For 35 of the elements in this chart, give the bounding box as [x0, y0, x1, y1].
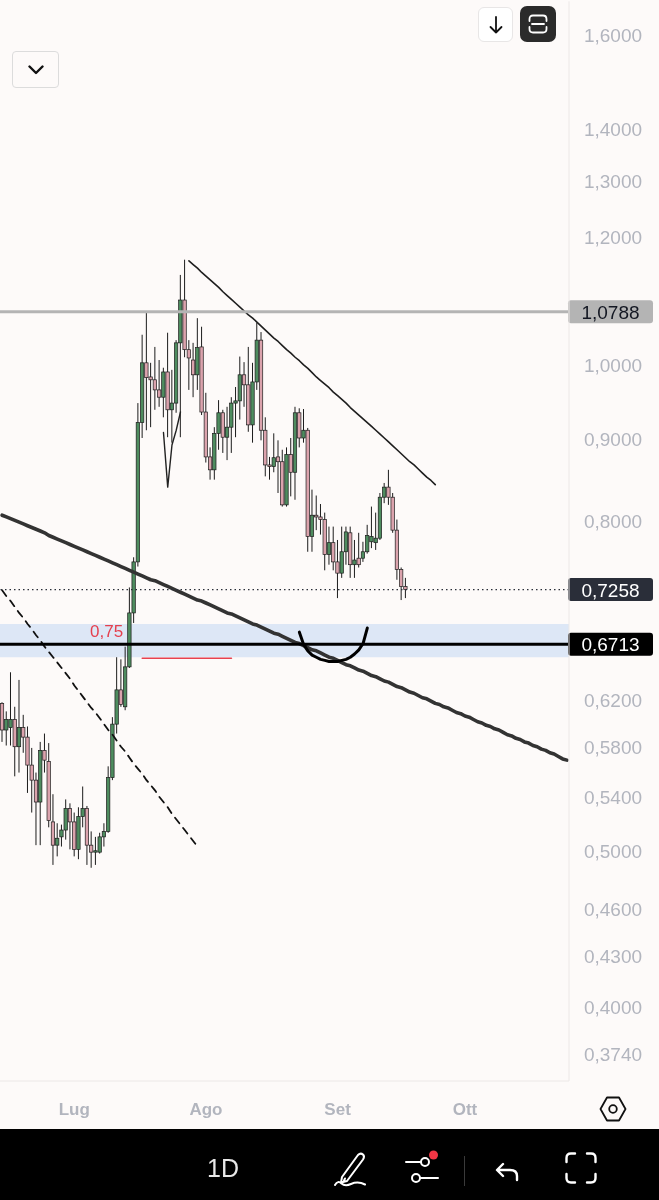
x-tick-label: Set	[324, 1099, 352, 1119]
candlestick	[369, 506, 374, 549]
y-tick-label: 1,6000	[583, 25, 643, 46]
candlestick	[152, 346, 157, 411]
y-tick-label: 1,2000	[583, 226, 643, 248]
y-tick-label: 1,3000	[583, 170, 643, 192]
candlestick	[93, 836, 98, 866]
ref-line-label: 0,6713	[581, 633, 640, 655]
x-tick-label: Ago	[189, 1099, 223, 1119]
y-tick-label: 0,5400	[583, 786, 643, 808]
line-series	[0, 513, 569, 762]
line-series	[1, 589, 199, 848]
x-tick-label: Ott	[452, 1099, 478, 1119]
annotation: 0,75	[90, 622, 124, 641]
y-tick-label: 0,5800	[583, 736, 643, 758]
ref-line-label: 1,0788	[581, 301, 640, 323]
y-tick-label: 0,8000	[583, 510, 643, 532]
candlestick	[144, 311, 149, 431]
y-tick-label: 0,4600	[583, 898, 643, 920]
x-tick-label: Lug	[58, 1099, 90, 1119]
y-tick-label: 0,4300	[583, 945, 643, 967]
candlestick	[55, 822, 60, 857]
line-series	[188, 260, 437, 486]
candlestick	[8, 671, 13, 747]
ref-line-label: 0,7258	[581, 579, 640, 601]
y-tick-label: 0,4000	[583, 996, 643, 1018]
y-tick-label: 0,3740	[583, 1043, 643, 1065]
y-tick-label: 1,4000	[583, 118, 643, 140]
y-tick-label: 0,9000	[583, 428, 643, 450]
y-tick-label: 0,5000	[583, 840, 643, 862]
text: 1D	[207, 1153, 239, 1183]
y-tick-label: 0,6200	[583, 689, 643, 711]
candlestick	[16, 679, 22, 774]
candlestick	[67, 802, 72, 850]
y-tick-label: 1,0000	[583, 354, 643, 376]
